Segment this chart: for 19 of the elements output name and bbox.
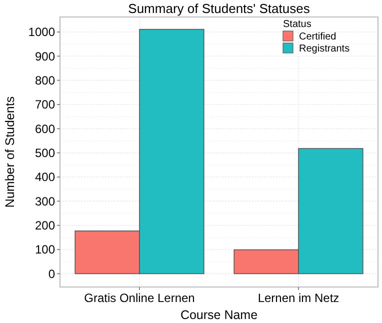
y-tick-label: 600 (34, 122, 56, 136)
chart-title: Summary of Students' Statuses (128, 1, 310, 16)
legend-label: Registrants (299, 44, 350, 54)
y-tick-label: 200 (34, 218, 56, 233)
x-axis-title: Course Name (180, 308, 258, 322)
legend-label: Certified (299, 32, 336, 42)
x-tick-label: Gratis Online Lernen (84, 291, 195, 305)
y-tick-label: 900 (34, 49, 56, 64)
y-axis-title: Number of Students (3, 96, 17, 208)
y-tick-label: 300 (34, 194, 56, 208)
y-tick-label: 0 (48, 266, 56, 281)
y-tick-label: 500 (34, 146, 56, 160)
y-tick-label: 800 (34, 74, 56, 88)
y-tick-label: 1000 (28, 25, 56, 40)
y-tick-label: 700 (34, 98, 56, 112)
legend-title: Status (283, 19, 312, 30)
y-tick-label: 100 (34, 242, 56, 257)
y-tick-label: 400 (34, 170, 56, 184)
x-tick-label: Lernen im Netz (258, 291, 340, 305)
